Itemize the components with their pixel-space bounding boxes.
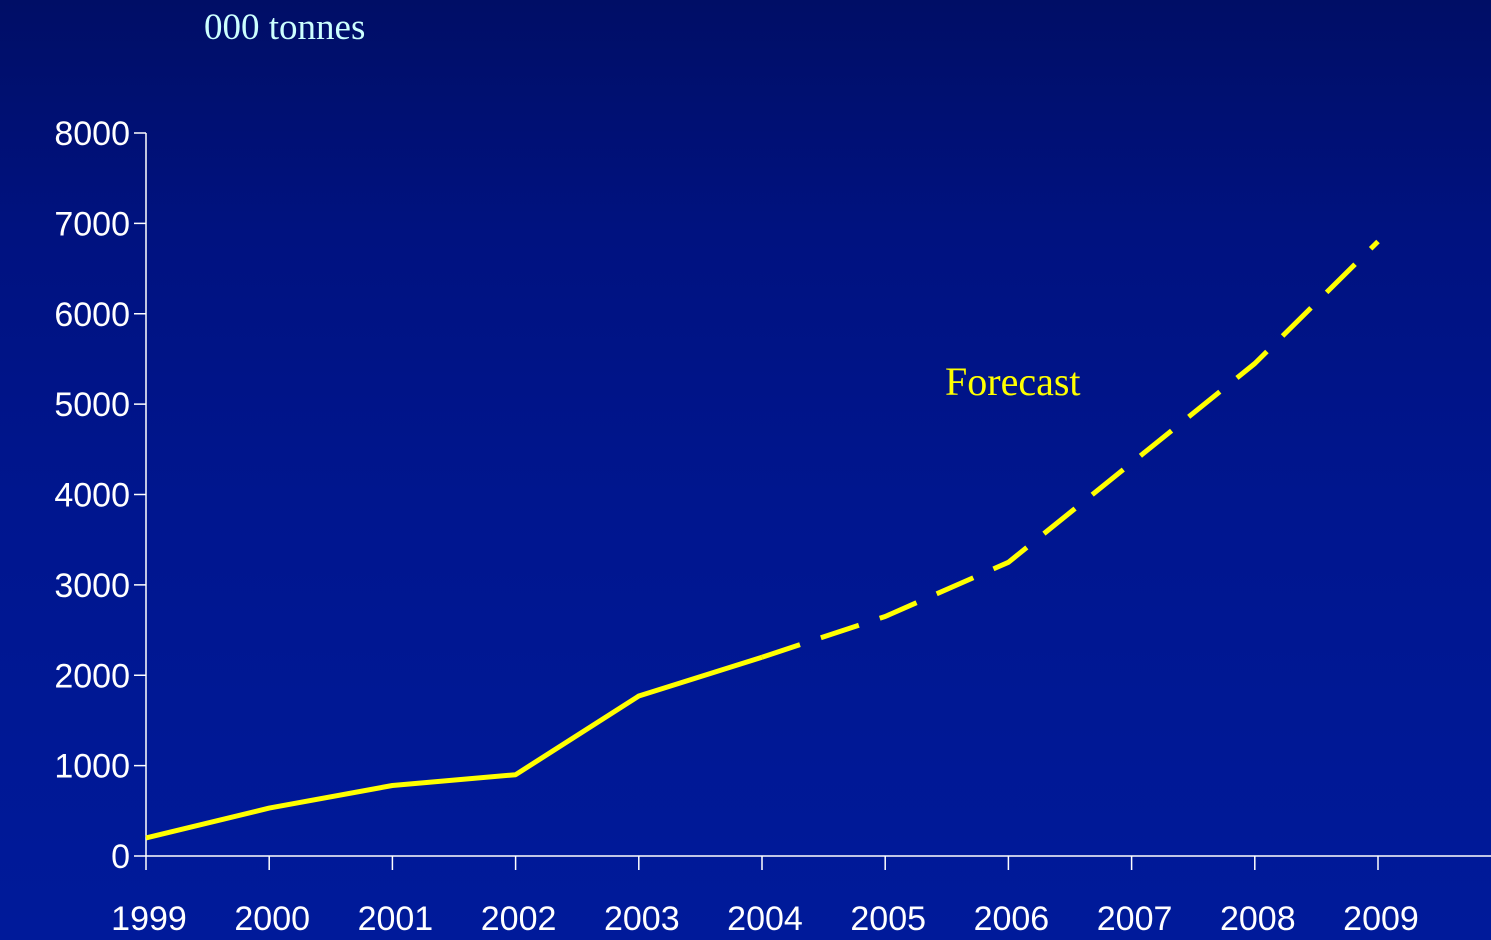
x-tick-label: 2004 — [727, 900, 803, 938]
x-tick-label: 2006 — [974, 900, 1050, 938]
series-layer — [145, 239, 1380, 841]
x-tick-label: 2005 — [850, 900, 926, 938]
x-tick-label: 2007 — [1097, 900, 1173, 938]
forecast-series-line — [761, 239, 1380, 660]
y-tick-label: 8000 — [54, 115, 130, 153]
forecast-annotation: Forecast — [945, 359, 1081, 404]
x-tick-label: 2003 — [604, 900, 680, 938]
x-tick-label: 2002 — [481, 900, 557, 938]
x-tick-label: 1999 — [111, 900, 187, 938]
y-tick-label: 5000 — [54, 386, 130, 424]
x-tick-label: 2008 — [1220, 900, 1296, 938]
axes — [145, 133, 1491, 857]
y-tick-label: 4000 — [54, 477, 130, 515]
y-tick-label: 6000 — [54, 296, 130, 334]
x-tick-label: 2009 — [1343, 900, 1419, 938]
y-tick-label: 0 — [111, 838, 130, 876]
y-tick-label: 1000 — [54, 748, 130, 786]
y-tick-label: 3000 — [54, 567, 130, 605]
x-tick-label: 2000 — [234, 900, 310, 938]
x-tick-label: 2001 — [358, 900, 434, 938]
ticks: 0 1000 2000 3000 4000 5000 6000 7000 8000 1999 200… — [54, 115, 1418, 938]
y-tick-label: 7000 — [54, 205, 130, 243]
actual-series-line — [145, 654, 763, 841]
y-tick-label: 2000 — [54, 657, 130, 695]
y-unit-label: 000 tonnes — [204, 7, 365, 48]
